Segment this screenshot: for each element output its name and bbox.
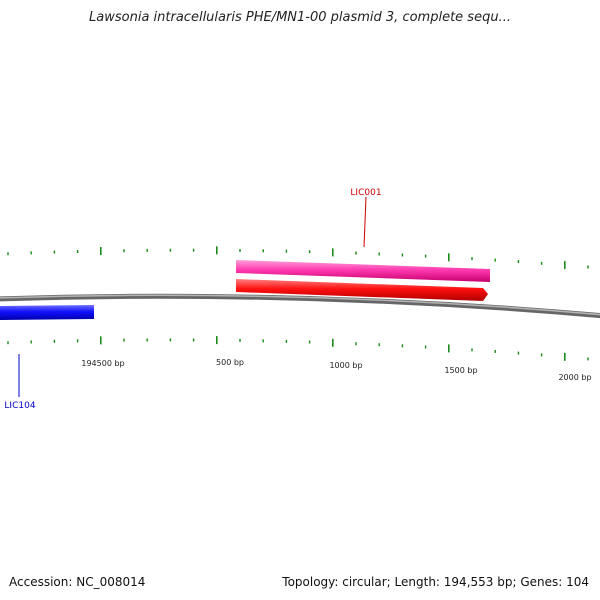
plasmid-backbone-highlight [0, 294, 600, 316]
forward-gene-feature[interactable] [236, 260, 490, 282]
lower-tick-track [7, 336, 589, 361]
forward-gene-label[interactable]: LIC001 [350, 188, 381, 198]
position-label: 1000 bp [329, 361, 362, 370]
map-title: Lawsonia intracellularis PHE/MN1-00 plas… [89, 10, 511, 25]
plasmid-backbone [0, 293, 600, 319]
position-label: 1500 bp [444, 366, 477, 375]
accession-text: Accession: NC_008014 [9, 575, 146, 589]
position-label: 2000 bp [558, 373, 591, 382]
topology-summary-text: Topology: circular; Length: 194,553 bp; … [282, 575, 589, 589]
upper-tick-track [7, 246, 589, 270]
forward-gene-arrow[interactable] [236, 279, 488, 301]
reverse-gene-feature[interactable] [0, 305, 94, 320]
forward-gene-leader-line [363, 196, 367, 248]
position-label: 194500 bp [81, 359, 124, 368]
position-label: 500 bp [216, 358, 244, 367]
reverse-gene-label[interactable]: LIC104 [4, 401, 35, 411]
